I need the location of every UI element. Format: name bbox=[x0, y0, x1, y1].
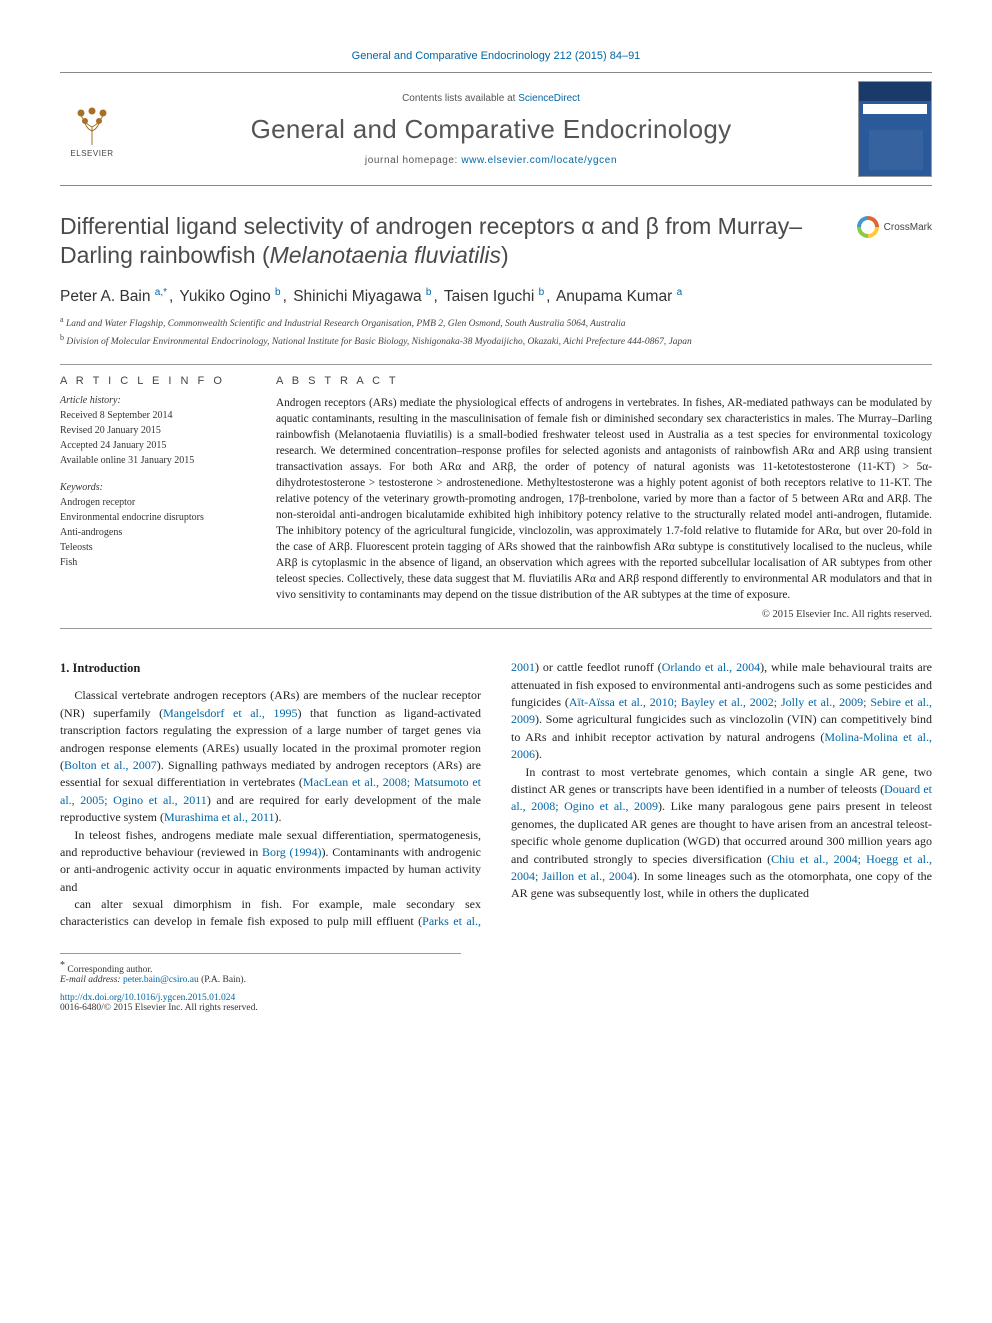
author[interactable]: Peter A. Bain a,* bbox=[60, 288, 167, 305]
author-list: Peter A. Bain a,*, Yukiko Ogino b, Shini… bbox=[60, 287, 932, 306]
section-heading: 1. Introduction bbox=[60, 659, 481, 677]
journal-title: General and Comparative Endocrinology bbox=[134, 114, 848, 145]
author[interactable]: Shinichi Miyagawa b bbox=[293, 288, 431, 305]
author[interactable]: Yukiko Ogino b bbox=[179, 288, 280, 305]
copyright-line: © 2015 Elsevier Inc. All rights reserved… bbox=[276, 609, 932, 620]
journal-cover-thumbnail[interactable] bbox=[858, 81, 932, 177]
abstract-heading: A B S T R A C T bbox=[276, 375, 932, 387]
author[interactable]: Anupama Kumar a bbox=[556, 288, 682, 305]
body-paragraph: In contrast to most vertebrate genomes, … bbox=[511, 764, 932, 903]
publisher-name: ELSEVIER bbox=[70, 149, 113, 158]
abstract-text: Androgen receptors (ARs) mediate the phy… bbox=[276, 395, 932, 603]
sciencedirect-link[interactable]: ScienceDirect bbox=[518, 93, 580, 104]
body-paragraph: Classical vertebrate androgen receptors … bbox=[60, 687, 481, 826]
article-history: Received 8 September 2014 Revised 20 Jan… bbox=[60, 408, 244, 468]
corresponding-author-footer: * Corresponding author. E-mail address: … bbox=[60, 953, 461, 1013]
affiliations: a Land and Water Flagship, Commonwealth … bbox=[60, 314, 932, 350]
crossmark-icon bbox=[857, 216, 879, 238]
crossmark-label: CrossMark bbox=[884, 222, 932, 233]
contents-available: Contents lists available at ScienceDirec… bbox=[134, 93, 848, 104]
body-paragraph: In teleost fishes, androgens mediate mal… bbox=[60, 827, 481, 897]
publisher-logo[interactable]: ELSEVIER bbox=[60, 101, 124, 158]
crossmark-button[interactable]: CrossMark bbox=[857, 216, 932, 238]
keywords-list: Androgen receptor Environmental endocrin… bbox=[60, 495, 244, 570]
article-title: Differential ligand selectivity of andro… bbox=[60, 212, 932, 271]
author[interactable]: Taisen Iguchi b bbox=[444, 288, 544, 305]
journal-homepage-link[interactable]: www.elsevier.com/locate/ygcen bbox=[461, 155, 617, 166]
doi-link[interactable]: http://dx.doi.org/10.1016/j.ygcen.2015.0… bbox=[60, 993, 235, 1003]
keywords-label: Keywords: bbox=[60, 482, 244, 493]
citation-link[interactable]: Borg (1994) bbox=[262, 845, 322, 859]
history-label: Article history: bbox=[60, 395, 244, 406]
article-body: 1. Introduction Classical vertebrate and… bbox=[60, 659, 932, 931]
citation-link[interactable]: Murashima et al., 2011 bbox=[164, 810, 275, 824]
article-info-heading: A R T I C L E I N F O bbox=[60, 375, 244, 387]
journal-citation: General and Comparative Endocrinology 21… bbox=[60, 50, 932, 62]
journal-homepage: journal homepage: www.elsevier.com/locat… bbox=[134, 155, 848, 166]
citation-link[interactable]: Bolton et al., 2007 bbox=[64, 758, 157, 772]
citation-link[interactable]: Mangelsdorf et al., 1995 bbox=[163, 706, 297, 720]
masthead: ELSEVIER Contents lists available at Sci… bbox=[60, 72, 932, 186]
elsevier-tree-icon bbox=[69, 101, 115, 147]
citation-link[interactable]: Orlando et al., 2004 bbox=[662, 660, 760, 674]
author-email-link[interactable]: peter.bain@csiro.au bbox=[123, 975, 199, 985]
issn-copyright: 0016-6480/© 2015 Elsevier Inc. All right… bbox=[60, 1003, 461, 1013]
